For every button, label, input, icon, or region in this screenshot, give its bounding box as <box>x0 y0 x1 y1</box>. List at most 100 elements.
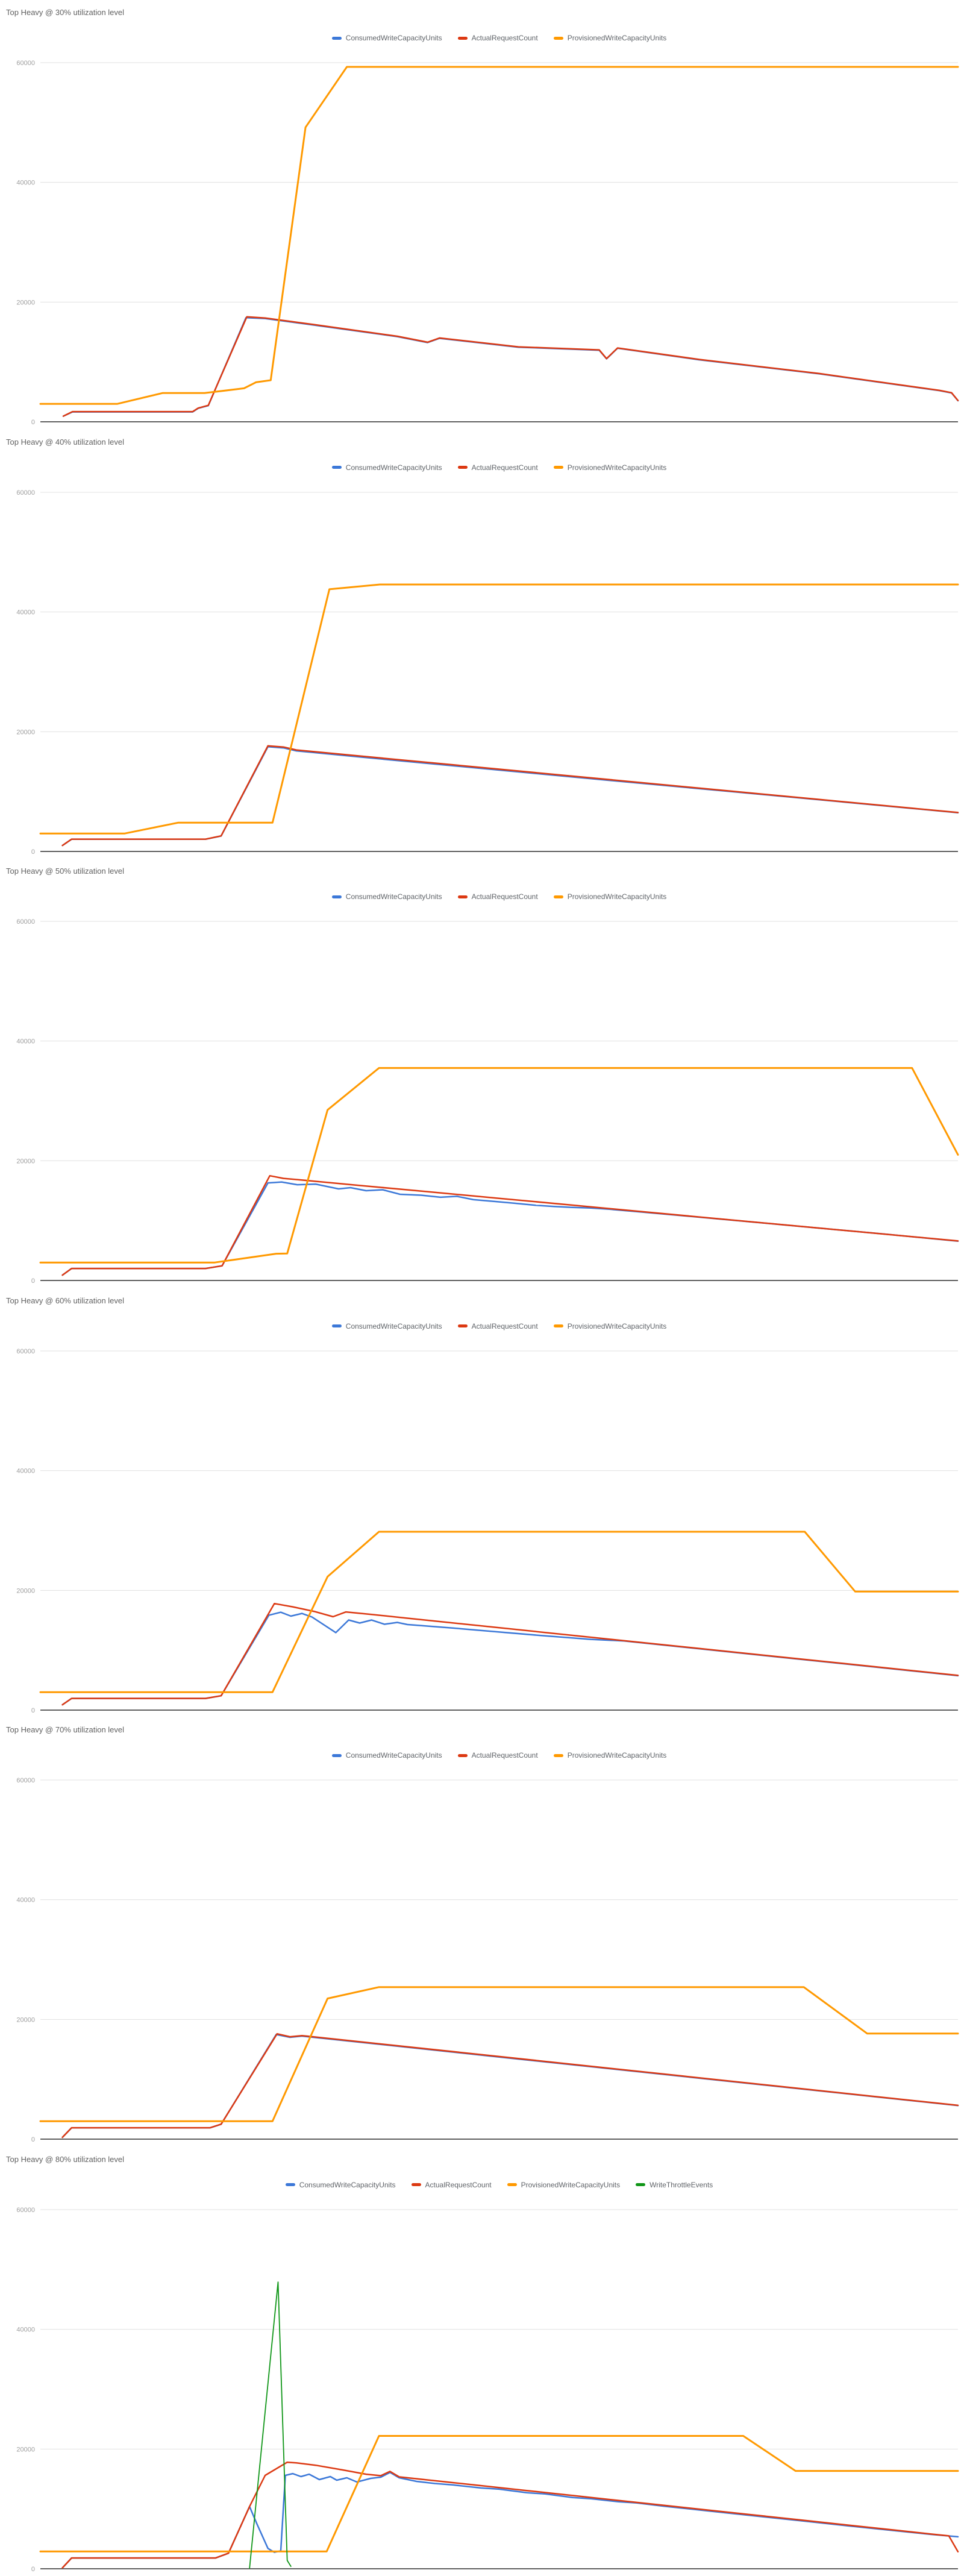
legend-label: ConsumedWriteCapacityUnits <box>299 2180 396 2189</box>
y-tick-label: 20000 <box>16 1587 35 1594</box>
y-tick-label: 40000 <box>16 1897 35 1904</box>
chart-title: Top Heavy @ 80% utilization level <box>6 2154 125 2164</box>
series-line-ConsumedWriteCapacityUnits <box>61 1611 959 1705</box>
y-tick-label: 20000 <box>16 2016 35 2023</box>
legend-item-ProvisionedWriteCapacityUnits: ProvisionedWriteCapacityUnits <box>507 2180 621 2189</box>
series-line-ProvisionedWriteCapacityUnits <box>39 2434 959 2552</box>
legend-item-ActualRequestCount: ActualRequestCount <box>457 892 538 901</box>
legend-swatch-icon <box>457 895 468 898</box>
legend-item-ActualRequestCount: ActualRequestCount <box>457 1751 538 1760</box>
chart-legend: ConsumedWriteCapacityUnits ActualRequestC… <box>40 1322 958 1330</box>
series-line-WriteThrottleEvents <box>249 2281 292 2569</box>
chart-title: Top Heavy @ 30% utilization level <box>6 8 125 17</box>
legend-item-ActualRequestCount: ActualRequestCount <box>457 463 538 472</box>
y-tick-label: 40000 <box>16 180 35 187</box>
series-line-ProvisionedWriteCapacityUnits <box>39 1067 959 1264</box>
legend-swatch-icon <box>331 1324 342 1327</box>
legend-label: ConsumedWriteCapacityUnits <box>345 1751 442 1760</box>
y-tick-label: 0 <box>31 2566 35 2573</box>
legend-label: ProvisionedWriteCapacityUnits <box>567 34 667 42</box>
chart-canvas: 60000 40000 20000 0 <box>16 2207 959 2573</box>
legend-item-ConsumedWriteCapacityUnits: ConsumedWriteCapacityUnits <box>285 2180 396 2189</box>
legend-swatch-icon <box>553 36 563 40</box>
chart-title: Top Heavy @ 50% utilization level <box>6 867 125 876</box>
chart-title: Top Heavy @ 60% utilization level <box>6 1296 125 1305</box>
legend-item-ActualRequestCount: ActualRequestCount <box>457 1321 538 1330</box>
legend-label: ActualRequestCount <box>471 1321 538 1330</box>
legend-label: ActualRequestCount <box>471 892 538 901</box>
y-tick-label: 20000 <box>16 2446 35 2453</box>
chart-canvas: 60000 40000 20000 0 <box>16 1777 959 2143</box>
legend-label: ActualRequestCount <box>471 463 538 472</box>
legend-label: ProvisionedWriteCapacityUnits <box>567 892 667 901</box>
chart-utilization-0: Top Heavy @ 30% utilization level Consume… <box>0 0 964 430</box>
series-line-ConsumedWriteCapacityUnits <box>62 316 959 417</box>
y-tick-label: 60000 <box>16 60 35 67</box>
legend-swatch-icon <box>457 1753 468 1757</box>
chart-legend: ConsumedWriteCapacityUnits ActualRequestC… <box>40 1751 958 1760</box>
chart-legend: ConsumedWriteCapacityUnits ActualRequestC… <box>40 463 958 472</box>
legend-swatch-icon <box>507 2183 517 2186</box>
y-tick-label: 0 <box>31 1277 35 1285</box>
chart-utilization-1: Top Heavy @ 40% utilization level Consume… <box>0 429 964 859</box>
y-tick-label: 40000 <box>16 609 35 616</box>
y-tick-label: 60000 <box>16 2207 35 2214</box>
legend-item-ProvisionedWriteCapacityUnits: ProvisionedWriteCapacityUnits <box>553 892 667 901</box>
legend-swatch-icon <box>636 2183 646 2186</box>
y-tick-label: 20000 <box>16 729 35 736</box>
legend-item-WriteThrottleEvents: WriteThrottleEvents <box>636 2181 713 2189</box>
y-tick-label: 0 <box>31 2136 35 2143</box>
y-tick-label: 40000 <box>16 2326 35 2333</box>
chart-utilization-5: Top Heavy @ 80% utilization level Consume… <box>0 2146 964 2576</box>
y-tick-label: 40000 <box>16 1467 35 1474</box>
series-line-ActualRequestCount <box>61 1602 959 1705</box>
legend-label: ConsumedWriteCapacityUnits <box>345 1321 442 1330</box>
chart-canvas: 60000 40000 20000 0 <box>16 1348 959 1714</box>
chart-title: Top Heavy @ 70% utilization level <box>6 1725 125 1734</box>
y-tick-label: 20000 <box>16 299 35 306</box>
chart-legend: ConsumedWriteCapacityUnits ActualRequestC… <box>40 892 958 901</box>
legend-item-ConsumedWriteCapacityUnits: ConsumedWriteCapacityUnits <box>331 1751 442 1760</box>
legend-swatch-icon <box>457 36 468 40</box>
legend-swatch-icon <box>331 466 342 469</box>
legend-swatch-icon <box>553 1324 563 1327</box>
legend-swatch-icon <box>331 1753 342 1757</box>
legend-label: WriteThrottleEvents <box>649 2180 713 2189</box>
legend-item-ActualRequestCount: ActualRequestCount <box>457 34 538 42</box>
legend-item-ProvisionedWriteCapacityUnits: ProvisionedWriteCapacityUnits <box>553 34 667 42</box>
chart-canvas: 60000 40000 20000 0 <box>16 60 959 426</box>
chart-title: Top Heavy @ 40% utilization level <box>6 437 125 447</box>
y-tick-label: 40000 <box>16 1038 35 1045</box>
y-tick-label: 60000 <box>16 1777 35 1784</box>
legend-item-ProvisionedWriteCapacityUnits: ProvisionedWriteCapacityUnits <box>553 1321 667 1330</box>
legend-swatch-icon <box>553 466 563 469</box>
legend-item-ConsumedWriteCapacityUnits: ConsumedWriteCapacityUnits <box>331 463 442 472</box>
legend-swatch-icon <box>457 1324 468 1327</box>
legend-swatch-icon <box>331 36 342 40</box>
legend-label: ProvisionedWriteCapacityUnits <box>567 463 667 472</box>
legend-swatch-icon <box>457 466 468 469</box>
series-line-ActualRequestCount <box>62 316 959 417</box>
y-tick-label: 0 <box>31 1707 35 1714</box>
y-tick-label: 60000 <box>16 489 35 497</box>
series-line-ProvisionedWriteCapacityUnits <box>39 66 959 405</box>
legend-swatch-icon <box>411 2183 421 2186</box>
chart-canvas: 60000 40000 20000 0 <box>16 489 959 856</box>
legend-label: ProvisionedWriteCapacityUnits <box>567 1321 667 1330</box>
legend-label: ActualRequestCount <box>471 34 538 42</box>
series-line-ProvisionedWriteCapacityUnits <box>39 583 959 835</box>
series-line-ActualRequestCount <box>61 2032 959 2139</box>
series-line-ActualRequestCount <box>61 744 959 846</box>
chart-legend: ConsumedWriteCapacityUnits ActualRequestC… <box>40 34 958 42</box>
series-line-ProvisionedWriteCapacityUnits <box>39 1986 959 2122</box>
legend-item-ConsumedWriteCapacityUnits: ConsumedWriteCapacityUnits <box>331 892 442 901</box>
legend-label: ConsumedWriteCapacityUnits <box>345 892 442 901</box>
legend-label: ConsumedWriteCapacityUnits <box>345 463 442 472</box>
chart-utilization-3: Top Heavy @ 60% utilization level Consume… <box>0 1288 964 1717</box>
legend-label: ProvisionedWriteCapacityUnits <box>567 1751 667 1760</box>
legend-label: ProvisionedWriteCapacityUnits <box>521 2180 621 2189</box>
y-tick-label: 0 <box>31 848 35 856</box>
series-line-ProvisionedWriteCapacityUnits <box>39 1531 959 1693</box>
legend-item-ConsumedWriteCapacityUnits: ConsumedWriteCapacityUnits <box>331 1321 442 1330</box>
